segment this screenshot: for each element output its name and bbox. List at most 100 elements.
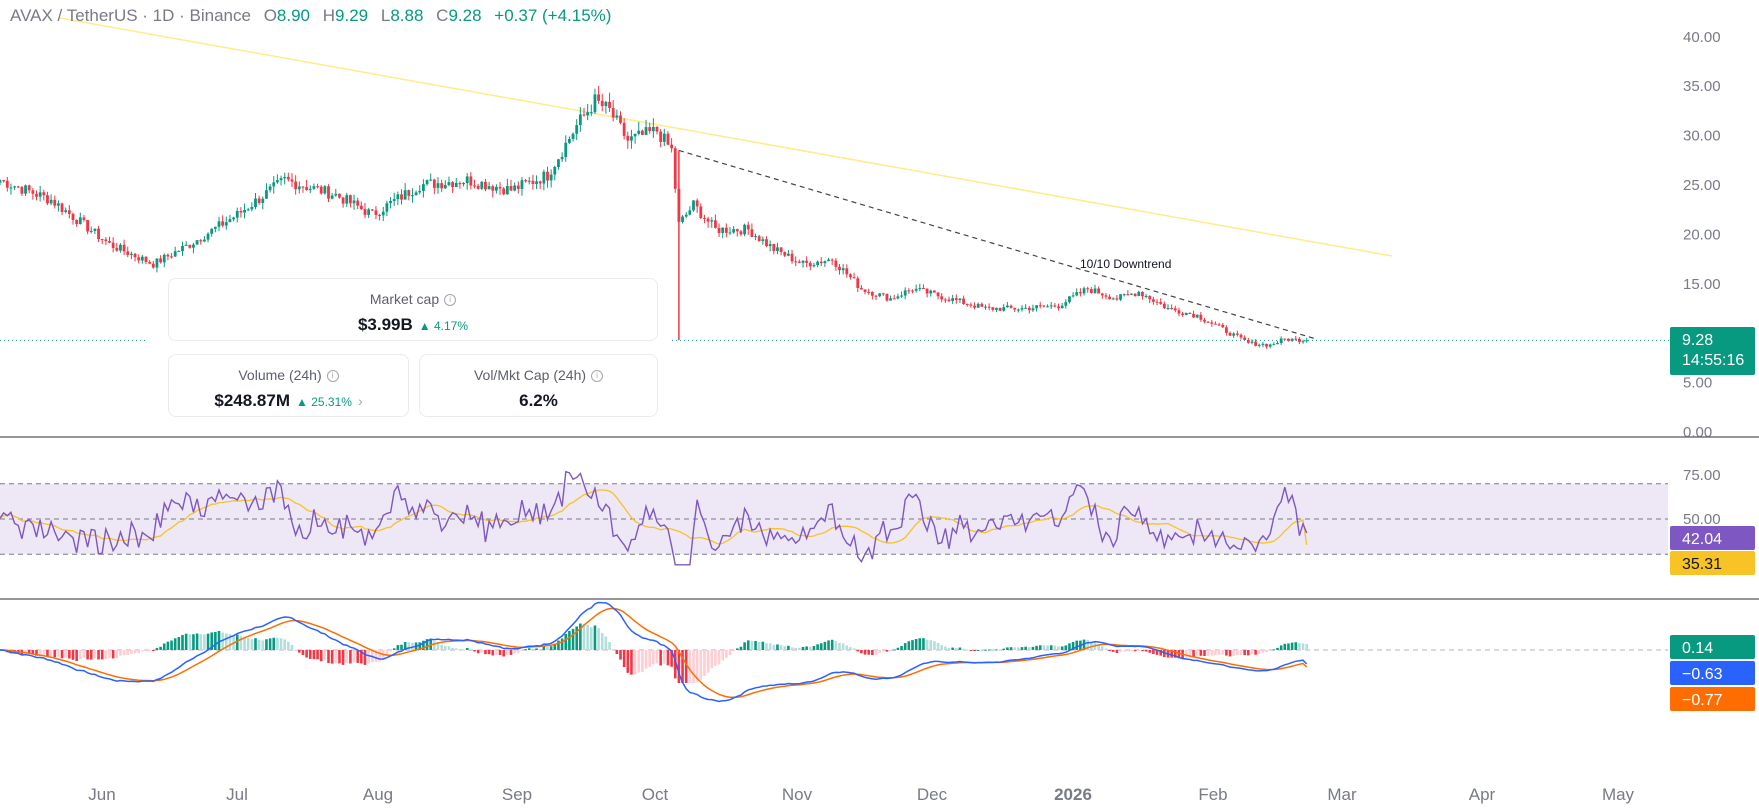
macd-histogram-bar: [111, 650, 115, 659]
candle-body: [600, 100, 604, 106]
candle-body: [1119, 294, 1122, 300]
macd-histogram-bar: [1130, 650, 1133, 651]
macd-histogram-bar: [1272, 649, 1276, 651]
open-value: 8.90: [276, 6, 311, 25]
macd-histogram-bar: [728, 650, 732, 655]
macd-hist-badge-bg: [1670, 635, 1755, 659]
candle-body: [1020, 308, 1024, 310]
macd-histogram-bar: [925, 639, 929, 650]
macd-histogram-bar: [1031, 646, 1035, 650]
time-tick-label: Nov: [782, 785, 813, 804]
macd-histogram-bar: [714, 650, 717, 667]
macd-histogram-bar: [1199, 650, 1203, 656]
macd-histogram-bar: [1243, 650, 1246, 656]
candle-body: [140, 256, 144, 261]
price-tick-label: 40.00: [1683, 29, 1721, 46]
macd-histogram-bar: [1203, 650, 1206, 657]
macd-signal-line: [0, 607, 1308, 699]
macd-histogram-bar: [787, 645, 790, 650]
candle-body: [228, 219, 232, 223]
candle-body: [1221, 324, 1225, 328]
macd-histogram-bar: [951, 647, 954, 650]
candle-body: [670, 144, 673, 149]
macd-histogram-bar: [181, 634, 184, 650]
candle-body: [502, 188, 506, 195]
macd-histogram-bar: [403, 642, 407, 650]
macd-histogram-bar: [214, 631, 217, 650]
macd-histogram-bar: [341, 650, 345, 665]
volume-card[interactable]: Volume (24h) i $248.87M ▲ 25.31% ›: [168, 354, 409, 417]
candle-body: [695, 200, 699, 207]
macd-histogram-bar: [517, 650, 520, 654]
candle-body: [834, 260, 838, 267]
macd-histogram-bar: [1049, 645, 1053, 650]
macd-histogram-bar: [568, 630, 571, 650]
macd-histogram-bar: [1206, 650, 1210, 656]
candle-body: [827, 259, 830, 262]
candle-body: [1246, 339, 1250, 343]
candle-body: [728, 232, 732, 234]
candle-body: [699, 206, 703, 218]
macd-histogram-bar: [1221, 650, 1225, 655]
candle-body: [790, 253, 794, 262]
candle-body: [881, 293, 885, 295]
candle-body: [1203, 319, 1206, 322]
macd-histogram-bar: [298, 650, 301, 653]
candle-body: [630, 136, 633, 141]
macd-histogram-bar: [1108, 650, 1111, 651]
candle-body: [582, 114, 586, 116]
macd-histogram-bar: [1257, 650, 1261, 654]
candle-body: [1162, 303, 1166, 309]
macd-histogram-bar: [776, 644, 779, 650]
macd-histogram-bar: [622, 650, 626, 668]
macd-histogram-bar: [1177, 650, 1181, 659]
macd-histogram-bar: [1057, 646, 1060, 650]
macd-histogram-bar: [1075, 640, 1079, 650]
candle-body: [779, 247, 783, 253]
close-value: 9.28: [448, 6, 482, 25]
market-cap-card[interactable]: Market cap i $3.99B ▲ 4.17%: [168, 278, 658, 341]
macd-histogram-bar: [133, 650, 137, 654]
macd-histogram-bar: [860, 650, 863, 654]
macd-histogram-bar: [779, 645, 783, 650]
macd-histogram-bar: [290, 644, 294, 650]
candle-body: [1257, 344, 1261, 346]
candle-body: [936, 292, 940, 297]
macd-histogram-bar: [330, 650, 334, 664]
candle-body: [323, 186, 327, 194]
macd-histogram-bar: [805, 646, 808, 650]
macd-histogram-bar: [871, 650, 874, 656]
macd-histogram-bar: [1192, 650, 1195, 657]
change-value: +0.37 (+4.15%): [494, 6, 612, 25]
candle-body: [1243, 337, 1247, 340]
macd-histogram-bar: [772, 644, 776, 650]
macd-histogram-bar: [436, 642, 440, 650]
macd-histogram-bar: [323, 650, 327, 661]
vol-mkt-card[interactable]: Vol/Mkt Cap (24h) i 6.2%: [419, 354, 658, 417]
candle-body: [122, 244, 126, 252]
macd-histogram-bar: [571, 628, 575, 650]
candle-body: [692, 200, 695, 211]
macd-histogram-bar: [166, 641, 170, 650]
macd-histogram-bar: [476, 650, 480, 654]
macd-histogram-bar: [911, 640, 914, 650]
candle-body: [403, 190, 407, 200]
candle-body: [903, 290, 907, 296]
candle-body: [954, 298, 958, 301]
candle-body: [203, 239, 206, 242]
candle-body: [173, 251, 177, 257]
candle-body: [349, 195, 352, 204]
macd-histogram-bar: [104, 650, 108, 660]
chevron-right-icon[interactable]: ›: [357, 393, 363, 409]
macd-histogram-bar: [1155, 650, 1159, 655]
macd-histogram-bar: [1250, 650, 1254, 655]
candle-body: [1086, 288, 1090, 290]
macd-histogram-bar: [816, 644, 819, 650]
candle-body: [356, 200, 360, 206]
macd-histogram-bar: [250, 639, 254, 650]
candle-body: [1115, 298, 1119, 300]
macd-histogram-bar: [615, 650, 619, 654]
macd-histogram-bar: [188, 634, 192, 650]
candle-body: [443, 185, 447, 189]
